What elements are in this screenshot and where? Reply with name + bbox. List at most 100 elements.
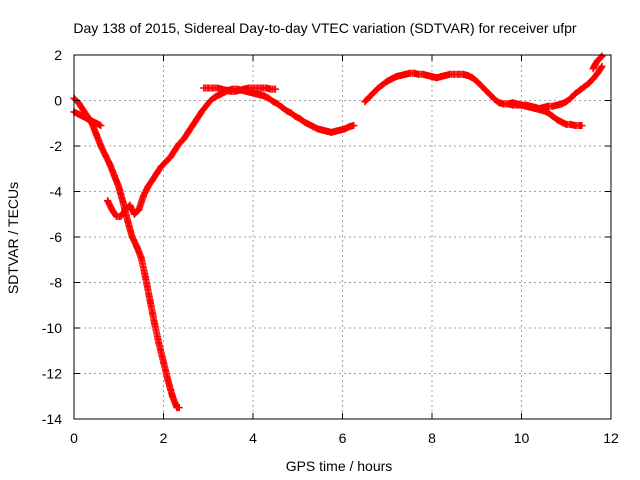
data-point — [164, 376, 172, 384]
data-point — [401, 70, 409, 78]
data-point — [365, 93, 373, 101]
data-point — [265, 94, 273, 102]
data-point — [486, 91, 494, 99]
x-tick-label: 4 — [249, 430, 257, 446]
y-tick-label: 0 — [54, 93, 62, 109]
data-point — [397, 71, 405, 79]
data-point — [535, 106, 543, 114]
x-tick-label: 10 — [514, 430, 530, 446]
data-point — [495, 99, 503, 107]
data-point — [580, 83, 588, 91]
data-point — [424, 71, 432, 79]
data-point — [388, 75, 396, 83]
data-point — [104, 197, 112, 205]
data-point — [571, 90, 579, 98]
data-point — [231, 87, 239, 95]
data-point — [166, 153, 174, 161]
data-point — [300, 118, 308, 126]
data-point — [549, 102, 557, 110]
data-point — [327, 128, 335, 136]
data-point — [594, 69, 602, 77]
data-point — [576, 86, 584, 94]
data-point — [553, 101, 561, 109]
data-point — [553, 116, 561, 124]
data-point — [88, 117, 96, 125]
data-point — [332, 127, 340, 135]
data-point — [175, 404, 183, 412]
data-point — [168, 392, 176, 400]
data-point — [544, 109, 552, 117]
data-point — [144, 183, 152, 191]
data-point — [213, 84, 221, 92]
y-axis-label: SDTVAR / TECUs — [5, 182, 21, 294]
data-point — [146, 297, 154, 305]
data-point — [262, 84, 270, 92]
data-point — [97, 142, 105, 150]
data-point — [142, 274, 150, 282]
y-tick-label: -14 — [42, 411, 62, 427]
data-point — [92, 119, 100, 127]
data-point — [92, 131, 100, 139]
data-point — [133, 242, 141, 250]
data-point — [137, 253, 145, 261]
data-point — [110, 172, 118, 180]
data-point — [379, 81, 387, 89]
data-point — [119, 199, 127, 207]
y-tick-label: -12 — [42, 366, 62, 382]
data-point — [155, 340, 163, 348]
y-tick-label: -4 — [50, 184, 63, 200]
data-point — [323, 127, 331, 135]
chart-title: Day 138 of 2015, Sidereal Day-to-day VTE… — [73, 20, 577, 36]
data-point — [247, 89, 255, 97]
data-point — [549, 112, 557, 120]
data-point — [459, 70, 467, 78]
data-point — [410, 69, 418, 77]
y-tick-label: 2 — [54, 47, 62, 63]
data-point — [392, 73, 400, 81]
data-point — [598, 62, 606, 70]
x-axis-label: GPS time / hours — [286, 458, 393, 474]
data-point — [184, 128, 192, 136]
data-point — [374, 84, 382, 92]
data-point — [108, 206, 116, 214]
data-point — [157, 162, 165, 170]
data-point — [240, 85, 248, 93]
data-point — [151, 319, 159, 327]
data-point — [562, 98, 570, 106]
data-point — [128, 233, 136, 241]
data-point — [558, 118, 566, 126]
y-tick-label: -10 — [42, 320, 62, 336]
data-point — [482, 86, 490, 94]
data-point — [215, 91, 223, 99]
data-point — [175, 140, 183, 148]
data-point — [130, 210, 138, 218]
data-point — [256, 91, 264, 99]
data-point — [473, 77, 481, 85]
data-point — [526, 103, 534, 111]
series-arc-5 — [361, 62, 606, 112]
data-series — [70, 52, 606, 412]
x-tick-label: 2 — [160, 430, 168, 446]
data-point — [126, 201, 134, 209]
data-point — [309, 123, 317, 131]
data-point — [477, 82, 485, 90]
data-point — [432, 74, 440, 82]
x-tick-label: 12 — [603, 430, 619, 446]
data-point — [97, 122, 105, 130]
x-tick-label: 6 — [339, 430, 347, 446]
axis-ticks — [73, 54, 612, 420]
data-point — [115, 183, 123, 191]
data-point — [193, 115, 201, 123]
data-point — [468, 74, 476, 82]
series-arc-6 — [504, 100, 586, 130]
data-point — [441, 71, 449, 79]
data-point — [74, 110, 82, 118]
data-point — [314, 125, 322, 133]
data-point — [124, 217, 132, 225]
data-point — [318, 126, 326, 134]
data-point — [202, 102, 210, 110]
data-point — [153, 169, 161, 177]
data-point — [567, 120, 575, 128]
